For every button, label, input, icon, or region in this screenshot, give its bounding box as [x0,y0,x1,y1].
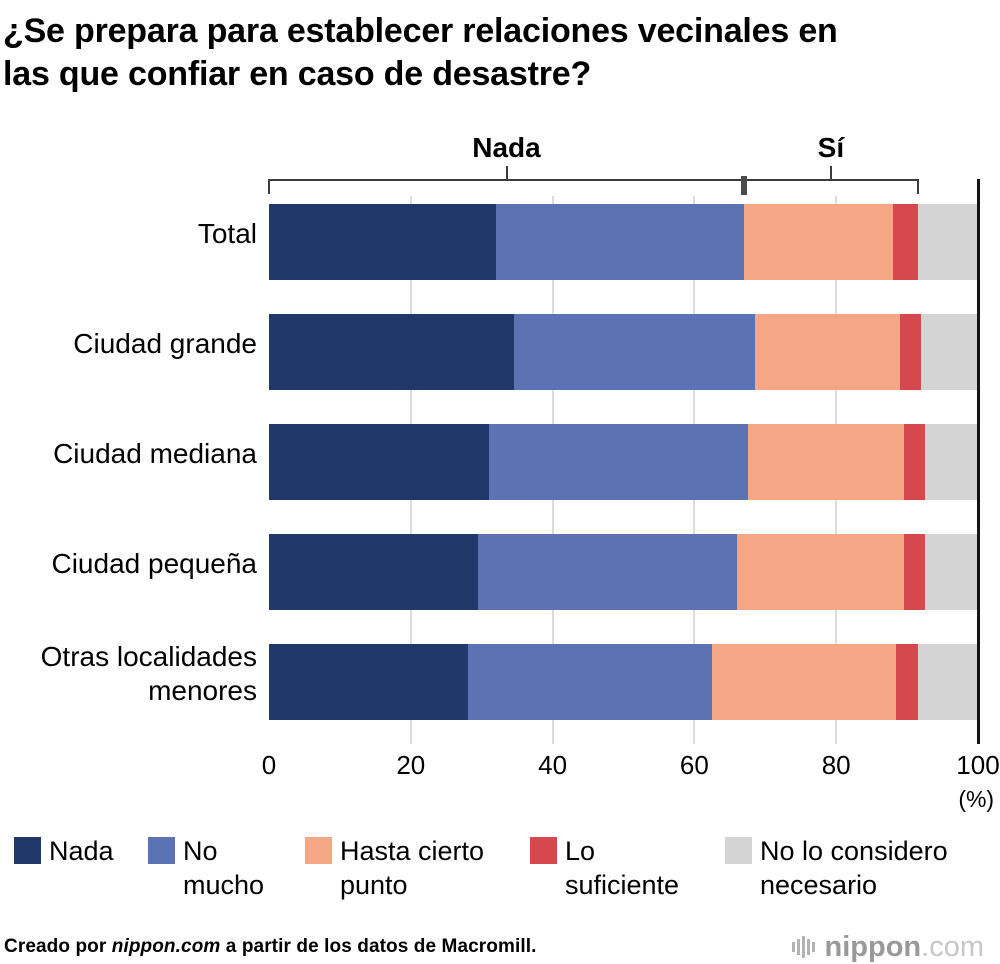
bracket-end-tick [268,178,270,194]
bracket-label-tick [505,165,508,179]
bar-segment [924,533,978,610]
legend-swatch [148,836,175,864]
nippon-logo-icon [791,936,817,959]
bar-segment [917,643,978,720]
bar-segment [495,203,745,280]
bar-segment [269,533,479,610]
legend-item: Nada [14,834,148,869]
bar-segment [736,533,904,610]
bar-row [269,313,978,390]
legend-swatch [305,836,332,864]
bar-segment [478,533,737,610]
nippon-logo-suffix: .com [921,930,984,963]
chart-title-line-1: ¿Se prepara para establecer relaciones v… [3,12,838,50]
bar-row [269,643,978,720]
bar-segment [712,643,897,720]
source-brand: nippon.com [111,936,221,958]
percent-unit-label: (%) [958,785,995,812]
legend-item: Lo suficiente [530,834,725,903]
legend-item: No mucho [148,834,305,903]
bar-segment [269,313,514,390]
x-tick-label-60: 60 [679,749,709,780]
bar-segment [903,423,925,500]
bar-segment [747,423,904,500]
bar-segment [892,203,918,280]
bracket-group-label: Nada [472,131,541,163]
legend-label: Hasta cierto punto [340,835,485,901]
bar-segment [899,313,922,390]
bar-segment [269,423,489,500]
legend-item: Hasta cierto punto [305,834,530,903]
bracket-label-tick [829,165,832,179]
source-prefix: Creado por [4,936,112,958]
bracket-group-label: Sí [817,131,845,163]
nippon-logo: nippon .com [791,930,984,964]
bar-segment [744,203,893,280]
x-axis: (%) 0 20 40 60 80 100 [262,744,1000,826]
legend-label: Lo suficiente [565,835,680,901]
legend-swatch [725,836,752,864]
plot-area: (%) 0 20 40 60 80 100 Nada Sí [262,132,1000,812]
x-tick-label-80: 80 [821,749,851,780]
legend: Nada No mucho Hasta cierto punto Lo suficie… [0,834,1000,903]
bar-row [269,533,978,610]
legend-label: No lo considero necesario [760,835,948,901]
x-tick-label-100: 100 [956,749,1000,780]
chart-title: ¿Se prepara para establecer relaciones v… [0,10,1000,96]
bar-segment [903,533,925,610]
category-label: Total [197,217,257,249]
bar-segment [896,643,918,720]
category-label: Ciudad grande [73,327,257,359]
bar-row [269,423,978,500]
category-label: Otras localidades menores [40,640,257,706]
bar-row [269,203,978,280]
bar-segment [921,313,978,390]
bracket-end-tick [916,178,919,194]
bar-segment [754,313,900,390]
legend-label: Nada [49,835,114,866]
x-tick-label-0: 0 [261,749,277,780]
nippon-logo-text: nippon [824,930,922,963]
x-tick-label-40: 40 [538,749,568,780]
source-credit: Creado por nippon.com a partir de los da… [4,936,537,958]
x-tick-label-20: 20 [396,749,426,780]
legend-swatch [14,836,41,864]
legend-label: No mucho [183,835,265,901]
bar-segment [467,643,713,720]
footer: Creado por nippon.com a partir de los da… [0,931,1000,964]
bracket-divider [741,175,748,195]
bar-segment [488,423,748,500]
category-label: Ciudad pequeña [51,547,257,579]
legend-swatch [530,836,557,864]
legend-item: No lo considero necesario [725,834,956,903]
axis-line-100 [977,178,980,744]
bracket-line [269,178,918,181]
bar-segment [924,423,978,500]
bar-segment [269,643,468,720]
category-label: Ciudad mediana [53,437,257,469]
source-suffix: a partir de los datos de Macromill. [220,936,537,958]
category-labels: Total Ciudad grande Ciudad mediana Ciudad p… [0,196,269,746]
bar-segment [513,313,755,390]
stacked-bar-chart: Total Ciudad grande Ciudad mediana Ciudad p… [0,132,1000,812]
chart-title-line-2: las que confiar en caso de desastre? [3,54,592,93]
bar-segment [917,203,978,280]
bar-segment [269,203,496,280]
